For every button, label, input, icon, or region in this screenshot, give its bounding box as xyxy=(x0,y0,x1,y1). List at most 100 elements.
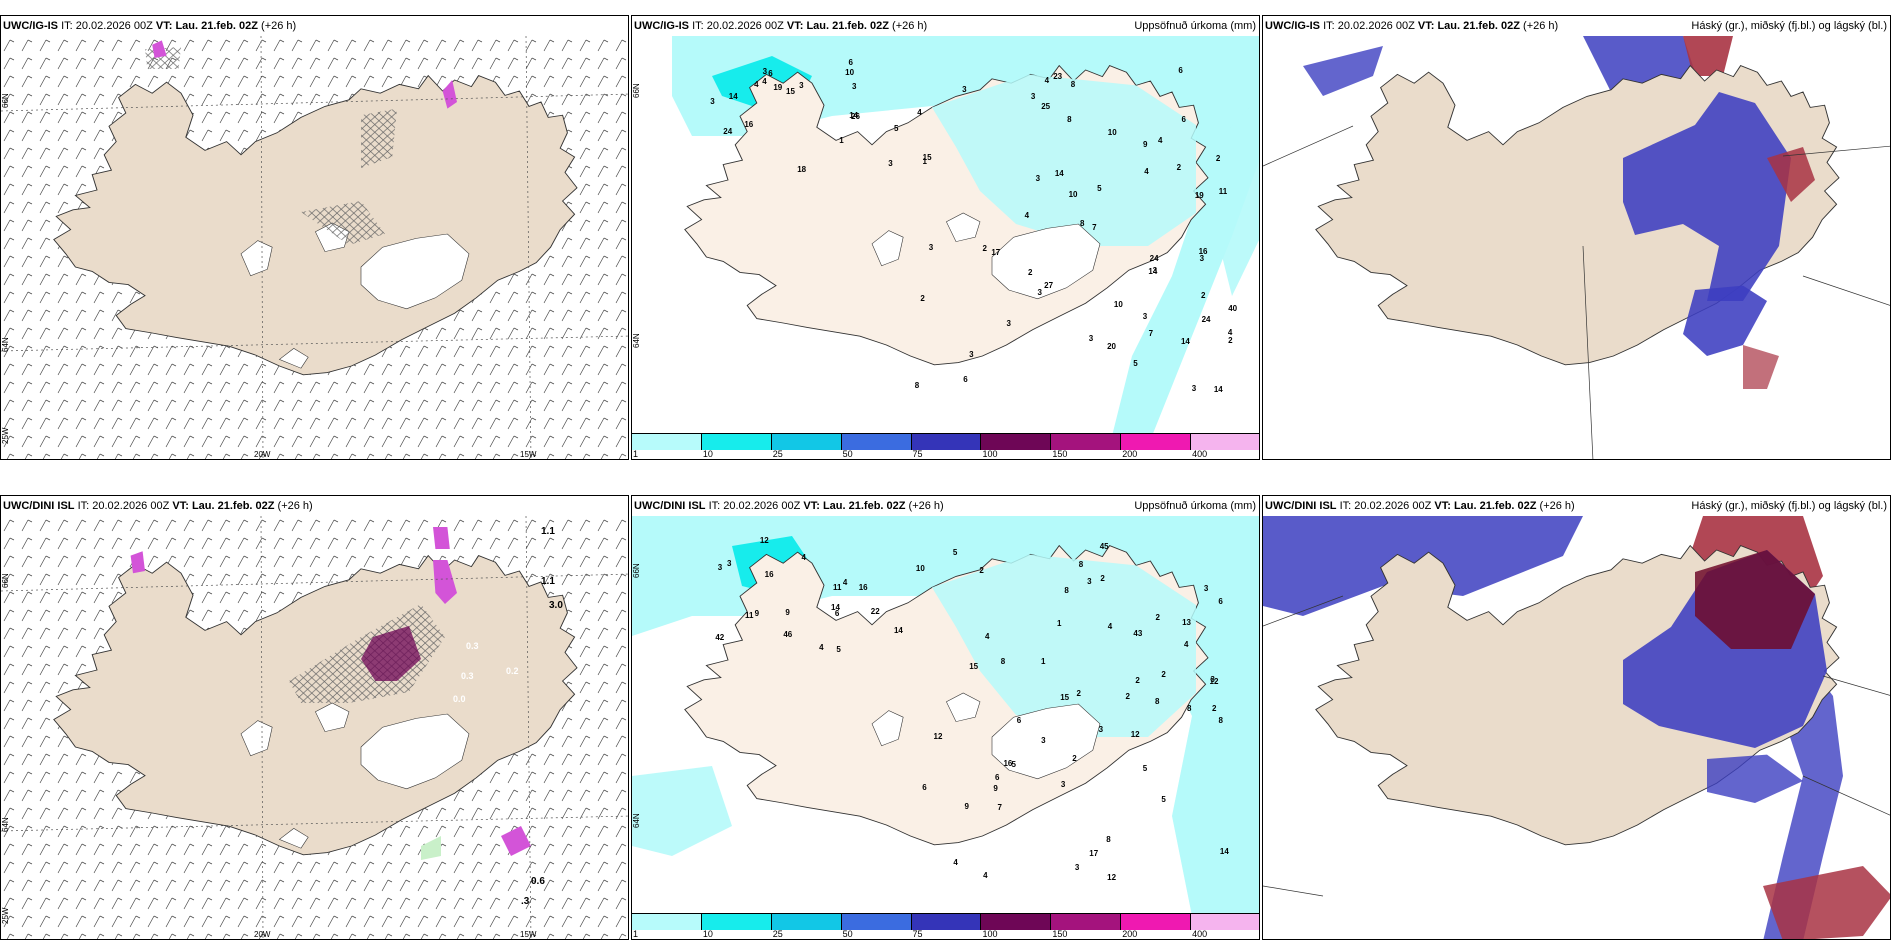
colorbar-swatch xyxy=(1121,434,1192,450)
precip-value: 4 xyxy=(762,77,767,87)
lead-time: (+26 h) xyxy=(1539,500,1575,512)
precip-value: 4 xyxy=(754,79,759,89)
precip-value: 1 xyxy=(1041,656,1046,666)
panel-title: Háský (gr.), miðský (fj.bl.) og lágský (… xyxy=(1691,20,1887,32)
snow-label: 0.3 xyxy=(466,641,479,651)
precip-map xyxy=(632,36,1259,436)
snow-label: 0.6 xyxy=(531,876,545,887)
precip-value: 19 xyxy=(1194,191,1204,201)
snow-label: 0.2 xyxy=(506,666,519,676)
wind-map xyxy=(1,36,628,459)
colorbar-tick: 10 xyxy=(702,449,713,459)
precip-value: 3 xyxy=(852,81,857,91)
precip-value: 3 xyxy=(1210,675,1215,685)
precip-values-layer: 18 10 3 1 5 14 6 3 24 26 15 14 4 3 19 16 6 4 3 3 2 3 7 8 8 10 27 15… xyxy=(632,36,1259,436)
colorbar-swatch xyxy=(1121,914,1192,930)
panel-header: UWC/DINI ISL IT: 20.02.2026 00Z VT: Lau.… xyxy=(632,496,1259,516)
precip-value: 2 xyxy=(1176,163,1182,173)
map-panel-wind-ig: UWC/IG-IS IT: 20.02.2026 00Z VT: Lau. 21… xyxy=(0,15,629,460)
precip-value: 15 xyxy=(1060,693,1070,703)
precip-value: 8 xyxy=(1106,835,1111,845)
colorbar-tick: 10 xyxy=(702,929,713,939)
precip-value: 16 xyxy=(858,583,868,593)
precip-value: 8 xyxy=(1070,79,1076,89)
wind-map xyxy=(1,516,628,939)
precip-value: 4 xyxy=(801,552,806,562)
precip-value: 4 xyxy=(1157,136,1163,146)
lon-label-20w: 20W xyxy=(254,930,271,939)
precip-value: 3 xyxy=(799,81,804,91)
colorbar-swatch xyxy=(981,434,1052,450)
precip-value: 8 xyxy=(914,380,920,390)
panel-title: Háský (gr.), miðský (fj.bl.) og lágský (… xyxy=(1691,500,1887,512)
lead-time: (+26 h) xyxy=(277,500,313,512)
precip-value: 5 xyxy=(1011,760,1016,770)
precip-value: 8 xyxy=(1155,697,1160,707)
precip-value: 1 xyxy=(1057,619,1062,629)
colorbar-tick: 150 xyxy=(1052,449,1068,459)
precip-value: 8 xyxy=(1218,716,1223,726)
precip-value: 2 xyxy=(1072,754,1077,764)
panel-title: Uppsöfnuð úrkoma (mm) xyxy=(1134,20,1256,32)
lat-label-66n: 66N xyxy=(1,93,10,108)
colorbar-swatch xyxy=(1051,434,1122,450)
precip-value: 18 xyxy=(797,165,807,175)
precip-value: 7 xyxy=(1148,329,1154,339)
precip-value: 19 xyxy=(773,82,783,92)
colorbar-tick: 200 xyxy=(1122,449,1138,459)
precip-value: 5 xyxy=(836,645,841,655)
precip-value: 12 xyxy=(759,536,769,546)
precip-value: 6 xyxy=(1016,716,1022,726)
precip-value: 4 xyxy=(917,107,922,117)
precip-value: 23 xyxy=(1053,71,1063,81)
lon-label-15w: 15W xyxy=(520,930,537,939)
model-name: UWC/IG-IS xyxy=(1265,20,1320,32)
precip-value: 2 xyxy=(982,244,987,254)
precip-value: 8 xyxy=(1078,559,1084,569)
precip-value: 24 xyxy=(723,126,733,136)
colorbar-tick: 200 xyxy=(1122,929,1138,939)
precip-value: 4 xyxy=(983,870,988,880)
precip-value: 3 xyxy=(1087,577,1092,587)
precip-value: 3 xyxy=(1041,735,1046,745)
precip-value: 4 xyxy=(953,857,958,867)
precip-value: 4 xyxy=(1024,211,1030,221)
colorbar-tick: 1 xyxy=(633,929,639,939)
precip-value: 8 xyxy=(1000,657,1006,667)
colorbar-swatch xyxy=(981,914,1052,930)
colorbar-tick: 100 xyxy=(982,449,998,459)
snow-label: 0.0 xyxy=(453,694,466,704)
precip-value: 14 xyxy=(728,92,738,102)
colorbar-tick: 25 xyxy=(772,449,783,459)
precip-value: 3 xyxy=(1030,92,1036,102)
precip-value: 24 xyxy=(1201,315,1211,325)
cloud-map xyxy=(1263,516,1890,939)
lead-time: (+26 h) xyxy=(908,500,944,512)
precip-value: 5 xyxy=(1161,795,1166,805)
lat-label-66n: 66N xyxy=(632,83,641,98)
precip-value: 2 xyxy=(1076,689,1081,699)
colorbar-tick: 75 xyxy=(912,449,923,459)
init-time: 20.02.2026 00Z xyxy=(723,500,801,512)
lon-label-25w: 25W xyxy=(1,427,10,444)
precip-value: 15 xyxy=(969,662,979,672)
colorbar-tick: 400 xyxy=(1192,929,1208,939)
colorbar-tick: 1 xyxy=(633,449,639,459)
precip-value: 25 xyxy=(1041,102,1051,112)
precip-value: 2 xyxy=(1212,703,1217,713)
precip-value: 6 xyxy=(995,773,1000,783)
precip-value: 10 xyxy=(845,68,855,78)
precip-value: 10 xyxy=(915,563,925,573)
init-time: 20.02.2026 00Z xyxy=(1337,20,1415,32)
precip-values-layer: 3 11 22 14 4 14 16 46 42 9 11 4 12 16 4 9 3 6 5 10 12 4 2 5 4 8 15… xyxy=(632,516,1259,916)
precip-value: 8 xyxy=(1187,704,1192,714)
lat-label-66n: 66N xyxy=(632,563,641,578)
model-name: UWC/DINI ISL xyxy=(1265,500,1337,512)
precip-value: 10 xyxy=(1068,189,1078,199)
precip-value: 6 xyxy=(963,374,968,384)
map-panel-clouds-ig: UWC/IG-IS IT: 20.02.2026 00Z VT: Lau. 21… xyxy=(1262,15,1891,460)
init-time: 20.02.2026 00Z xyxy=(92,500,170,512)
lat-label-64n: 64N xyxy=(632,333,641,348)
precip-value: 16 xyxy=(764,569,774,579)
precip-value: 43 xyxy=(1133,629,1143,639)
